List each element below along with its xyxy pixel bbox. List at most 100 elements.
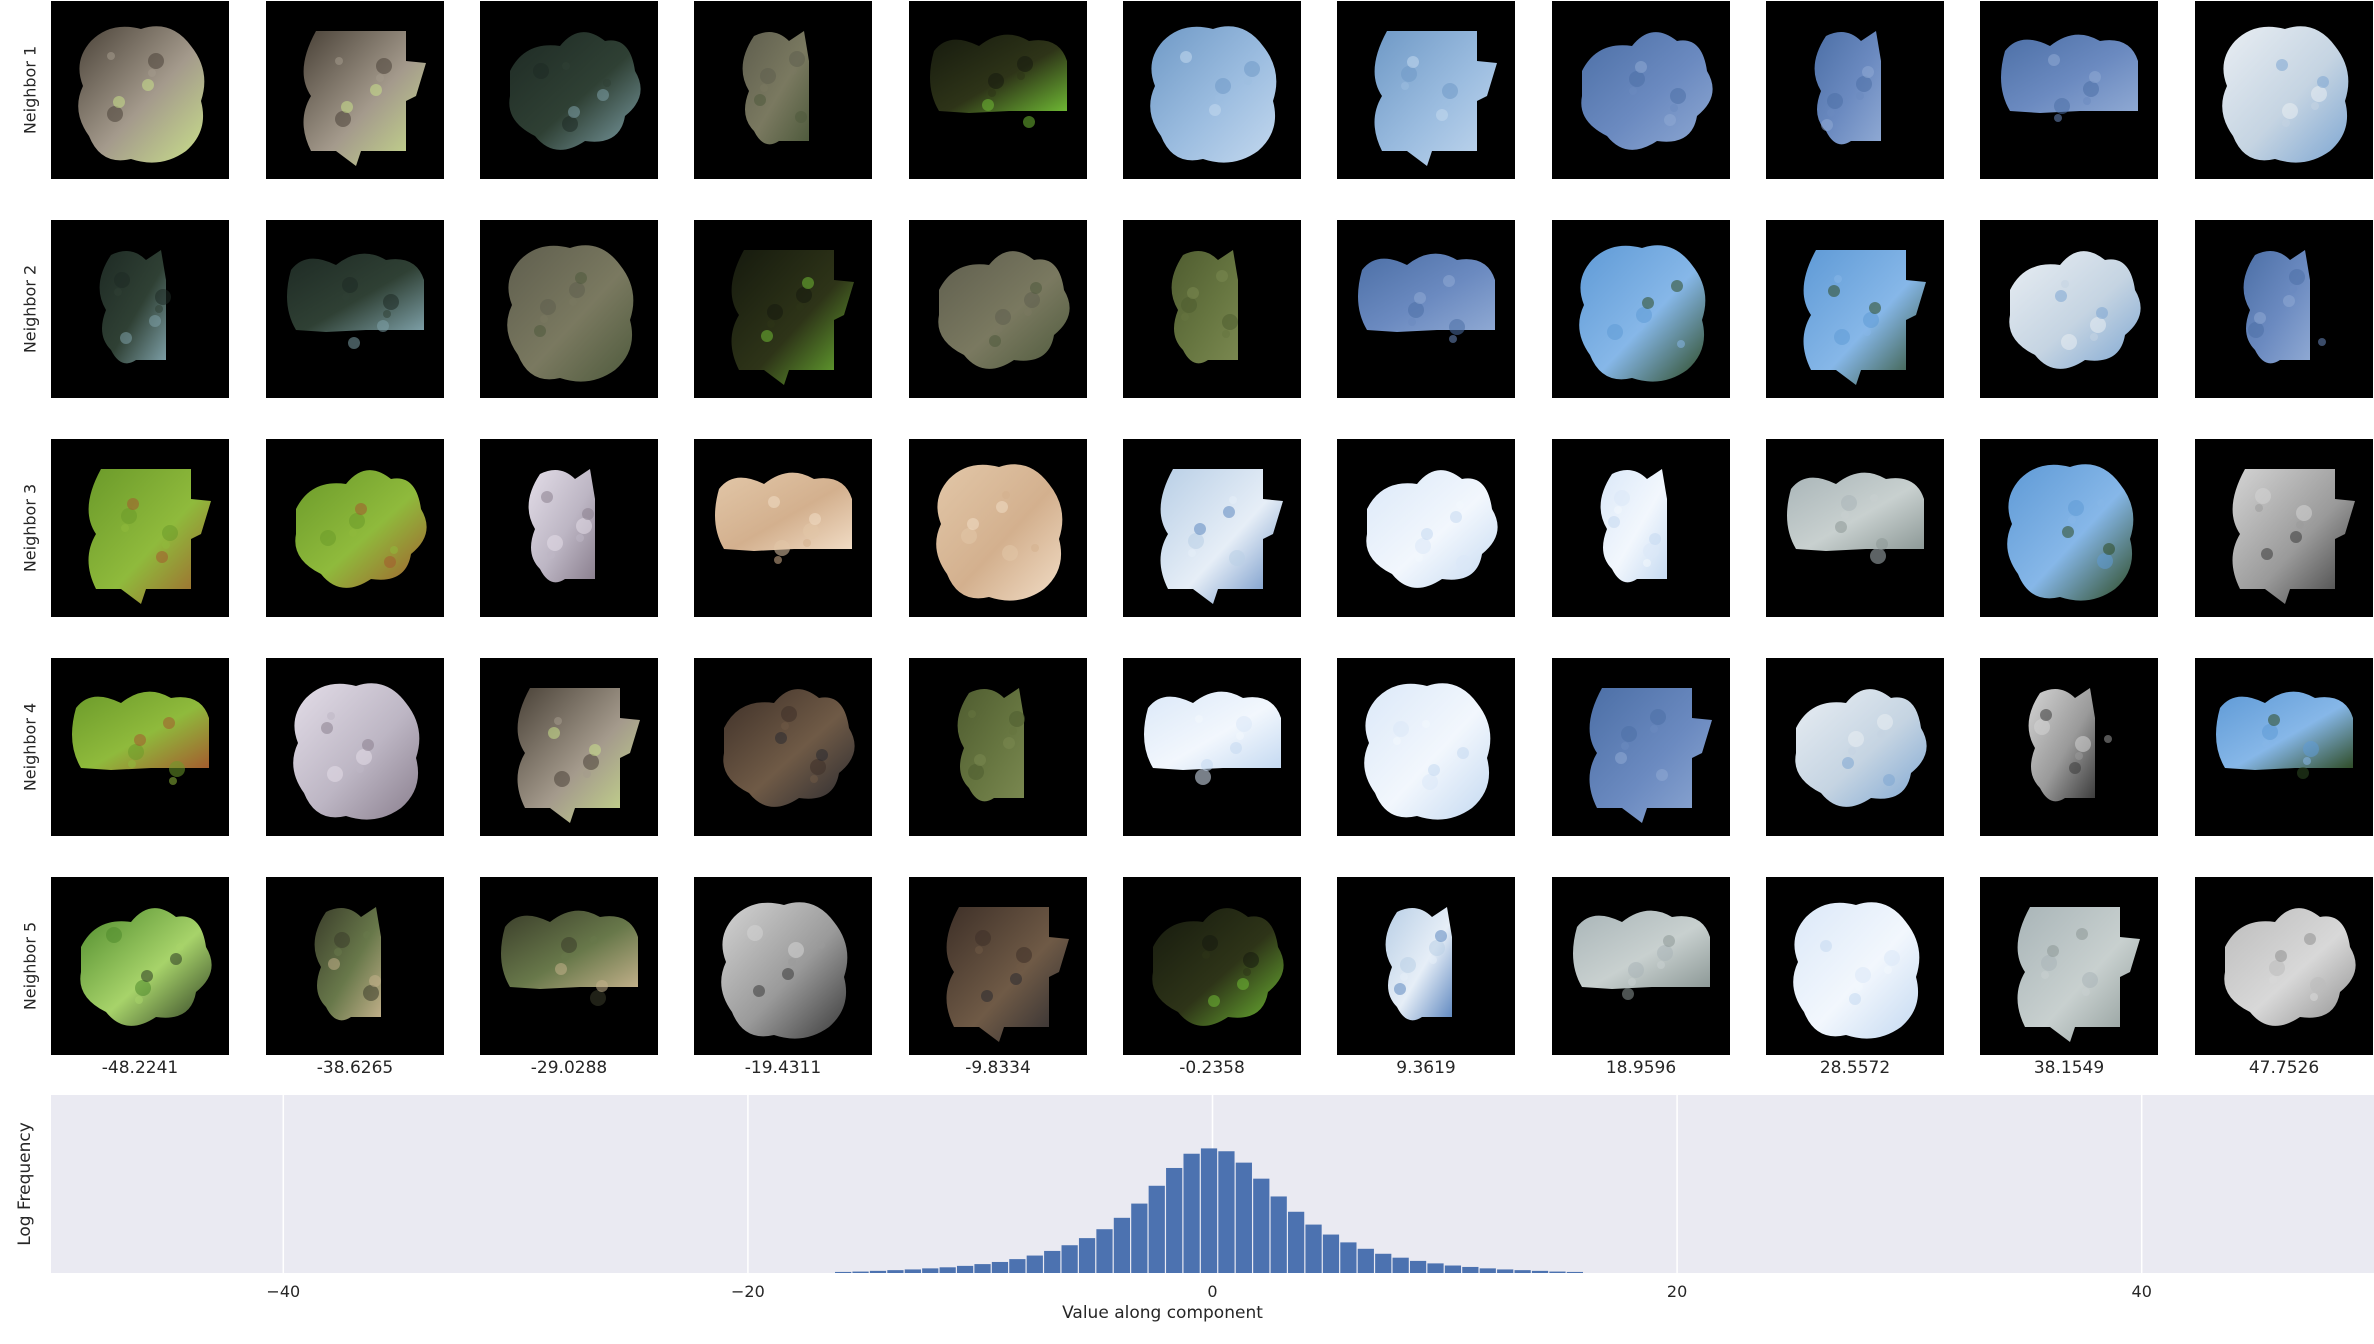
texture-spot xyxy=(1457,747,1469,759)
texture-spot xyxy=(2303,757,2311,765)
texture-spot xyxy=(1834,329,1850,345)
texture-spot xyxy=(1855,967,1871,983)
segment-mask xyxy=(293,683,420,820)
texture-spot xyxy=(548,727,560,739)
texture-spot xyxy=(1017,72,1025,80)
segment-image xyxy=(88,469,211,604)
texture-spot xyxy=(781,722,789,730)
segment-mask xyxy=(946,907,1069,1042)
texture-spot xyxy=(142,79,154,91)
texture-spot xyxy=(2076,928,2088,940)
texture-spot xyxy=(568,106,580,118)
segment-image xyxy=(723,689,855,807)
segment-image xyxy=(1144,691,1281,785)
texture-spot xyxy=(2254,312,2266,324)
segment-mask xyxy=(1589,688,1712,823)
texture-spot xyxy=(107,106,123,122)
segment-mask xyxy=(2224,908,2356,1026)
texture-spot xyxy=(554,771,570,787)
segment-image xyxy=(314,907,381,1021)
histogram-bar xyxy=(869,1270,887,1273)
texture-spot xyxy=(327,766,343,782)
texture-spot xyxy=(1003,737,1015,749)
texture-spot xyxy=(995,325,1003,333)
texture-spot xyxy=(534,325,546,337)
texture-spot xyxy=(795,111,807,123)
texture-spot xyxy=(803,539,811,547)
texture-spot xyxy=(121,508,137,524)
texture-spot xyxy=(2034,719,2050,735)
column-value-label: 18.9596 xyxy=(1605,1058,1677,1078)
texture-spot xyxy=(149,315,161,327)
texture-spot xyxy=(761,330,773,342)
neighbor-tile-r1-c2 xyxy=(266,1,444,179)
histogram-bar xyxy=(1288,1211,1305,1273)
texture-spot xyxy=(1877,714,1893,730)
texture-spot xyxy=(781,706,797,722)
texture-spot xyxy=(1408,302,1424,318)
texture-spot xyxy=(774,540,790,556)
histogram-bar xyxy=(1514,1270,1531,1273)
texture-spot xyxy=(377,320,389,332)
texture-spot xyxy=(2262,724,2278,740)
texture-spot xyxy=(1834,275,1842,283)
texture-spot xyxy=(575,272,587,284)
texture-spot xyxy=(1855,983,1863,991)
texture-spot xyxy=(1828,285,1840,297)
texture-spot xyxy=(2318,338,2326,346)
neighbor-tile-r5-c10 xyxy=(1980,877,2158,1055)
segment-image xyxy=(946,907,1069,1042)
texture-spot xyxy=(809,513,821,525)
segment-image xyxy=(1152,908,1284,1026)
neighbor-tile-r4-c8 xyxy=(1552,658,1730,836)
texture-spot xyxy=(569,298,577,306)
segment-image xyxy=(293,683,420,820)
texture-spot xyxy=(1436,109,1448,121)
texture-spot xyxy=(383,294,399,310)
texture-spot xyxy=(1209,104,1221,116)
segment-image xyxy=(1814,31,1881,145)
texture-spot xyxy=(2069,762,2081,774)
neighbor-tile-r2-c11 xyxy=(2195,220,2373,398)
texture-spot xyxy=(1870,494,1878,502)
texture-spot xyxy=(1393,737,1401,745)
neighbor-tile-r4-c5 xyxy=(909,658,1087,836)
texture-spot xyxy=(1237,978,1249,990)
segment-image xyxy=(721,902,848,1039)
histogram-bar xyxy=(1375,1253,1392,1273)
histogram-bar xyxy=(1044,1250,1061,1273)
segment-image xyxy=(78,26,205,163)
neighbor-tile-r2-c5 xyxy=(909,220,1087,398)
texture-spot xyxy=(1643,559,1651,567)
texture-spot xyxy=(321,722,333,734)
segment-image xyxy=(287,253,424,349)
texture-spot xyxy=(547,551,555,559)
texture-spot xyxy=(989,335,1001,347)
texture-spot xyxy=(1202,951,1210,959)
neighbor-tile-r3-c4 xyxy=(694,439,872,617)
texture-spot xyxy=(1181,313,1189,321)
histogram-bar xyxy=(1340,1242,1357,1273)
column-value-label: -9.8334 xyxy=(965,1058,1031,1078)
texture-spot xyxy=(1456,555,1472,571)
texture-spot xyxy=(1848,747,1856,755)
texture-spot xyxy=(2096,307,2108,319)
texture-spot xyxy=(753,985,765,997)
segment-mask xyxy=(80,908,212,1026)
segment-mask xyxy=(78,26,205,163)
texture-spot xyxy=(335,57,343,65)
texture-spot xyxy=(1230,742,1242,754)
texture-spot xyxy=(1863,328,1871,336)
segment-image xyxy=(509,32,641,150)
texture-spot xyxy=(1422,774,1438,790)
texture-spot xyxy=(148,53,164,69)
texture-spot xyxy=(2061,280,2069,288)
texture-spot xyxy=(1622,988,1634,1000)
texture-spot xyxy=(597,89,609,101)
texture-spot xyxy=(1400,973,1408,981)
histogram-bar xyxy=(1166,1167,1183,1273)
texture-spot xyxy=(1442,99,1450,107)
neighbor-tile-r1-c8 xyxy=(1552,1,1730,179)
histogram-bar xyxy=(852,1271,869,1273)
neighbor-tile-r3-c7 xyxy=(1337,439,1515,617)
